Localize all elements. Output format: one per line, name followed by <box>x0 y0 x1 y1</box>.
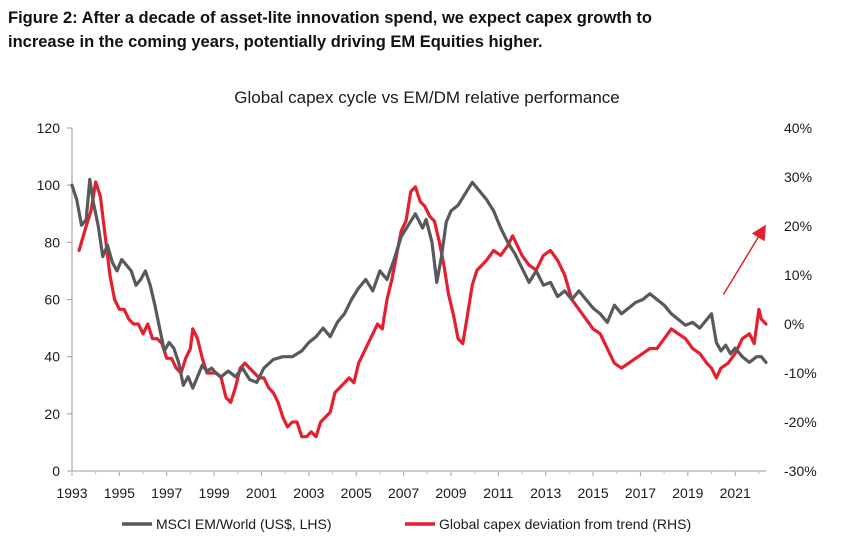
x-tick-label: 2003 <box>293 485 324 501</box>
series-line-capex-deviation <box>77 180 768 439</box>
chart-legend: MSCI EM/World (US$, LHS) Global capex dev… <box>122 516 691 532</box>
right-tick-label: -10% <box>784 365 817 381</box>
x-tick-label: 2011 <box>483 485 513 501</box>
chart-lines <box>70 177 768 439</box>
left-tick-label: 40 <box>44 349 60 365</box>
right-tick-label: 0% <box>784 316 804 332</box>
series-line-msci-em-world <box>70 177 768 390</box>
x-tick-label: 2001 <box>246 485 277 501</box>
legend-label-msci: MSCI EM/World (US$, LHS) <box>156 516 332 532</box>
chart-title: Global capex cycle vs EM/DM relative per… <box>234 88 619 107</box>
figure-title: Figure 2: After a decade of asset-lite i… <box>8 6 808 54</box>
x-tick-label: 2005 <box>341 485 372 501</box>
x-tick-label: 2009 <box>435 485 466 501</box>
right-tick-label: 20% <box>784 218 812 234</box>
x-tick-label: 1997 <box>151 485 182 501</box>
left-tick-label: 20 <box>44 406 60 422</box>
left-tick-label: 120 <box>37 120 61 136</box>
left-tick-label: 100 <box>37 177 61 193</box>
x-tick-label: 2017 <box>625 485 656 501</box>
trend-up-arrow-icon <box>722 224 766 295</box>
x-tick-label: 2019 <box>672 485 703 501</box>
figure-title-line2: increase in the coming years, potentiall… <box>8 33 543 51</box>
left-tick-label: 80 <box>44 234 60 250</box>
x-tick-label: 1993 <box>56 485 87 501</box>
x-tick-label: 2013 <box>530 485 561 501</box>
right-tick-label: 10% <box>784 267 812 283</box>
x-tick-label: 2015 <box>578 485 609 501</box>
figure-title-line1: Figure 2: After a decade of asset-lite i… <box>8 9 652 27</box>
x-tick-label: 2007 <box>388 485 419 501</box>
legend-label-capex: Global capex deviation from trend (RHS) <box>439 516 691 532</box>
chart-axes: 0 20 40 60 80 100 120 -30% -20% -10% 0% 10% 20% 30% 40… <box>37 120 817 501</box>
x-tick-label: 2021 <box>720 485 751 501</box>
right-tick-label: 40% <box>784 120 812 136</box>
right-tick-label: -20% <box>784 414 817 430</box>
x-tick-label: 1999 <box>199 485 230 501</box>
left-tick-label: 60 <box>44 292 60 308</box>
x-tick-label: 1995 <box>104 485 135 501</box>
right-tick-label: 30% <box>784 169 812 185</box>
left-tick-label: 0 <box>52 463 60 479</box>
right-tick-label: -30% <box>784 463 817 479</box>
